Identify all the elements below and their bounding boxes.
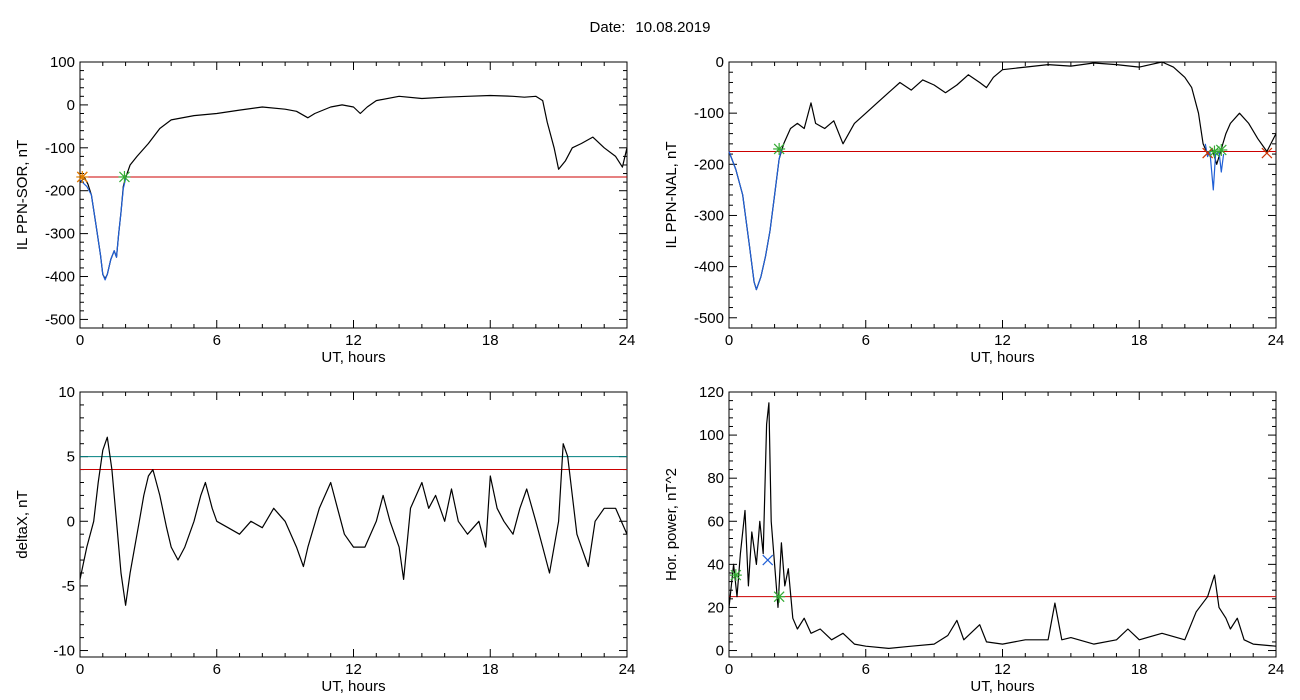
y-tick-label: 120 (699, 384, 724, 401)
x-tick-label: 18 (482, 332, 499, 349)
series-line (728, 61, 1277, 291)
x-axis-label: UT, hours (321, 678, 385, 695)
y-tick-label: -5 (62, 578, 75, 595)
plot-frame (79, 391, 628, 658)
plot-frame (79, 61, 628, 329)
x-axis-label: UT, hours (321, 349, 385, 366)
y-tick-label: -300 (45, 226, 75, 243)
star-marker (773, 142, 786, 155)
y-tick-label: -400 (45, 269, 75, 286)
y-axis-label: Hor. power, nT^2 (663, 468, 680, 581)
star-marker (1215, 143, 1228, 156)
x-tick-label: 6 (862, 332, 870, 349)
x-tick-label: 12 (994, 661, 1011, 678)
x-tick-label: 6 (213, 332, 221, 349)
x-tick-label: 0 (76, 661, 84, 678)
cross-marker (762, 554, 774, 566)
x-tick-label: 0 (725, 332, 733, 349)
series-line (79, 436, 628, 606)
y-tick-label: 0 (67, 513, 75, 530)
date-label: Date: (589, 19, 626, 36)
x-tick-label: 24 (1268, 332, 1285, 349)
x-tick-label: 12 (994, 332, 1011, 349)
series-line (79, 178, 127, 281)
y-tick-label: -300 (694, 207, 724, 224)
series-line (728, 402, 1277, 649)
date-value: 10.08.2019 (635, 19, 711, 36)
x-tick-label: 0 (76, 332, 84, 349)
plot-frame (728, 61, 1277, 329)
y-tick-label: 0 (716, 643, 724, 660)
x-tick-label: 24 (619, 332, 636, 349)
x-tick-label: 0 (725, 661, 733, 678)
series-line (728, 148, 782, 291)
chart-panel-3: 0 6 12 18 24 UT, hours -10 -5 0 5 10 deltaX, nT (14, 384, 635, 695)
y-tick-label: -200 (694, 156, 724, 173)
star-marker (1208, 145, 1221, 158)
y-tick-label: 20 (707, 599, 724, 616)
y-axis-label: IL PPN-SOR, nT (14, 140, 31, 250)
star-marker (729, 569, 742, 582)
y-tick-label: -500 (45, 311, 75, 328)
x-tick-label: 18 (1131, 332, 1148, 349)
cross-marker (1202, 147, 1214, 159)
series-line (1204, 143, 1225, 191)
x-tick-label: 24 (619, 661, 636, 678)
x-tick-label: 18 (1131, 661, 1148, 678)
y-axis-label: deltaX, nT (14, 490, 31, 558)
y-tick-label: 5 (67, 449, 75, 466)
y-tick-label: -500 (694, 310, 724, 327)
star-marker (773, 590, 786, 603)
x-tick-label: 12 (345, 332, 362, 349)
y-tick-label: 0 (716, 54, 724, 71)
x-tick-label: 24 (1268, 661, 1285, 678)
y-tick-label: 100 (699, 427, 724, 444)
y-axis-label: IL PPN-NAL, nT (663, 142, 680, 249)
x-tick-label: 6 (862, 661, 870, 678)
y-tick-label: -400 (694, 259, 724, 276)
x-tick-label: 6 (213, 661, 221, 678)
y-tick-label: -100 (45, 140, 75, 157)
x-axis-label: UT, hours (970, 349, 1034, 366)
star-marker (118, 170, 131, 183)
x-tick-label: 12 (345, 661, 362, 678)
star-marker (76, 170, 89, 183)
y-tick-label: 100 (50, 54, 75, 71)
chart-panel-1: 0 6 12 18 24 UT, hours -500 -400 -300 -200 -100 0 10… (14, 54, 635, 366)
y-tick-label: -100 (694, 105, 724, 122)
chart-panel-4: 0 6 12 18 24 UT, hours 0 20 40 60 80 100 120 Hor. pow… (663, 384, 1284, 695)
chart-panel-2: 0 6 12 18 24 UT, hours -500 -400 -300 -200 -100 0 IL… (663, 54, 1284, 366)
y-tick-label: 10 (58, 384, 75, 401)
x-axis-label: UT, hours (970, 678, 1034, 695)
y-tick-label: 40 (707, 556, 724, 573)
y-tick-label: 80 (707, 470, 724, 487)
cross-marker (1261, 147, 1273, 159)
date-title: Date: 10.08.2019 (0, 19, 1300, 36)
x-tick-label: 18 (482, 661, 499, 678)
y-tick-label: -200 (45, 183, 75, 200)
series-line (79, 94, 628, 280)
y-tick-label: -10 (53, 643, 75, 660)
y-tick-label: 0 (67, 97, 75, 114)
y-tick-label: 60 (707, 513, 724, 530)
